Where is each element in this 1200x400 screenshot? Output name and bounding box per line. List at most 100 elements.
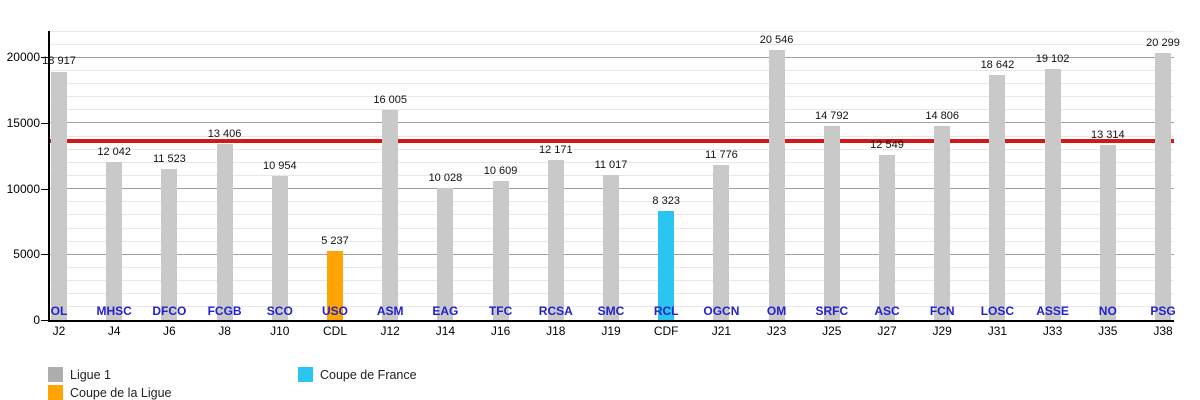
- x-axis-label-j18: J18: [546, 324, 566, 338]
- bar-value-label: 18 642: [980, 59, 1015, 72]
- club-label-psg: PSG: [1150, 304, 1176, 318]
- club-label-sco: SCO: [266, 304, 293, 318]
- club-label-smc: SMC: [597, 304, 625, 318]
- y-axis-tick-label: 20000: [6, 50, 40, 65]
- bar-ol: [51, 71, 67, 320]
- x-axis-label-j16: J16: [490, 324, 511, 338]
- bar-value-label: 20 546: [759, 34, 794, 47]
- bar-rcl: [658, 210, 675, 320]
- minor-gridline: [50, 30, 1174, 32]
- minor-gridline: [50, 96, 1174, 98]
- minor-gridline: [50, 148, 1174, 150]
- club-label-asm: ASM: [376, 304, 404, 318]
- bar-value-label: 12 042: [97, 145, 132, 158]
- club-label-tfc: TFC: [488, 304, 513, 318]
- club-label-losc: LOSC: [980, 304, 1015, 318]
- minor-gridline: [50, 161, 1174, 163]
- plot-area: [48, 30, 1174, 322]
- bar-value-label: 14 792: [814, 109, 849, 122]
- coupe-de-france-swatch-icon: [298, 367, 313, 382]
- bar-rcsa: [547, 160, 564, 320]
- bar-value-label: 11 776: [704, 149, 738, 162]
- y-axis-tick-label: 10000: [6, 181, 40, 196]
- major-gridline: [50, 56, 1174, 58]
- x-axis-label-j6: J6: [163, 324, 176, 338]
- minor-gridline: [50, 69, 1174, 71]
- minor-gridline: [50, 135, 1174, 137]
- bar-value-label: 13 406: [207, 127, 242, 140]
- bar-value-label: 5 237: [321, 235, 349, 248]
- bar-eag: [437, 188, 454, 320]
- club-label-asc: ASC: [874, 304, 900, 318]
- bar-value-label: 11 017: [594, 159, 628, 172]
- y-axis-tick: [41, 188, 48, 190]
- bar-om: [768, 50, 785, 320]
- x-axis-label-cdl: CDL: [322, 324, 348, 338]
- club-label-srfc: SRFC: [815, 304, 849, 318]
- club-label-no: NO: [1098, 304, 1117, 318]
- bar-tfc: [492, 180, 509, 320]
- club-label-eag: EAG: [432, 304, 459, 318]
- x-axis-label-j14: J14: [435, 324, 456, 338]
- y-axis-tick: [41, 122, 48, 124]
- x-axis-label-j27: J27: [877, 324, 897, 338]
- x-axis-label-j8: J8: [218, 324, 231, 338]
- bar-value-label: 13 314: [1090, 129, 1125, 142]
- x-axis-label-j19: J19: [601, 324, 621, 338]
- bar-value-label: 20 299: [1146, 37, 1180, 50]
- club-label-asse: ASSE: [1036, 304, 1069, 318]
- x-axis-label-cdf: CDF: [653, 324, 679, 338]
- bar-asse: [1044, 69, 1061, 320]
- x-axis-label-j10: J10: [270, 324, 290, 338]
- bar-srfc: [823, 125, 840, 320]
- club-label-fcgb: FCGB: [207, 304, 242, 318]
- club-label-fcn: FCN: [929, 304, 955, 318]
- bar-dfco: [161, 168, 178, 320]
- y-axis-tick: [41, 254, 48, 256]
- bar-value-label: 19 102: [1035, 53, 1070, 66]
- club-label-ol: OL: [50, 304, 68, 318]
- y-axis-tick-label: 0: [33, 313, 40, 327]
- minor-gridline: [50, 43, 1174, 45]
- average-attendance-line: [50, 139, 1174, 144]
- x-axis-label-j23: J23: [766, 324, 787, 338]
- y-axis-tick-label: 5000: [13, 247, 40, 262]
- bar-value-label: 8 323: [652, 194, 680, 207]
- bar-smc: [603, 175, 619, 320]
- bar-value-label: 11 523: [152, 152, 186, 165]
- legend-label: Coupe de France: [320, 368, 417, 382]
- x-axis-label-j31: J31: [987, 324, 1008, 338]
- bar-value-label: 12 549: [870, 139, 904, 152]
- bar-no: [1099, 145, 1116, 320]
- x-axis-label-j2: J2: [52, 324, 66, 338]
- ligue1-swatch-icon: [48, 367, 63, 382]
- x-axis-label-j35: J35: [1098, 324, 1118, 338]
- bar-ogcn: [713, 165, 730, 320]
- club-label-uso: USO: [321, 304, 349, 318]
- y-axis-tick: [41, 57, 48, 59]
- x-axis-label-j4: J4: [107, 324, 121, 338]
- x-axis-label-j38: J38: [1153, 324, 1173, 338]
- bar-value-label: 12 171: [538, 144, 573, 157]
- x-axis-label-j33: J33: [1042, 324, 1063, 338]
- bar-value-label: 10 954: [262, 160, 297, 173]
- chart-legend: Ligue 1 Coupe de la Ligue Coupe de Franc…: [0, 360, 1200, 400]
- bar-asc: [879, 155, 895, 320]
- bar-psg: [1155, 53, 1171, 320]
- bar-uso: [327, 251, 343, 320]
- legend-label: Ligue 1: [70, 368, 112, 382]
- y-axis-tick: [41, 320, 48, 321]
- club-label-rcsa: RCSA: [538, 304, 573, 318]
- coupe-de-la-ligue-swatch-icon: [48, 385, 63, 400]
- bar-asm: [382, 109, 399, 320]
- x-axis-label-j21: J21: [711, 324, 732, 338]
- bar-value-label: 10 028: [428, 172, 463, 185]
- bar-fcn: [934, 125, 951, 320]
- club-label-mhsc: MHSC: [96, 304, 132, 318]
- bar-value-label: 18 917: [42, 55, 76, 68]
- minor-gridline: [50, 83, 1174, 85]
- x-axis-label-j29: J29: [932, 324, 952, 338]
- bar-sco: [271, 176, 288, 320]
- bar-value-label: 16 005: [373, 93, 408, 106]
